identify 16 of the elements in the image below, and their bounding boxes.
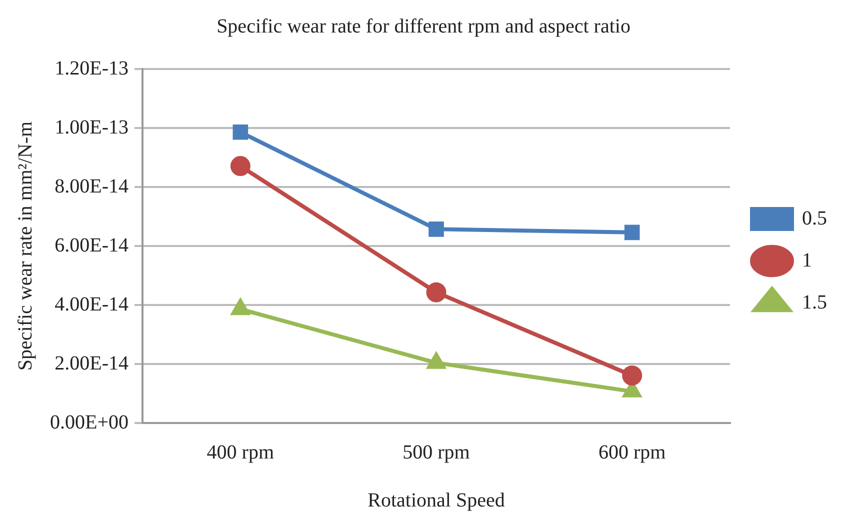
y-tick-label: 1.00E-13 [54, 116, 128, 138]
y-tick-label: 0.00E+00 [50, 411, 128, 434]
y-tick-label: 2.00E-14 [54, 352, 128, 374]
x-tick-label: 500 rpm [402, 441, 470, 464]
legend-label: 1 [802, 249, 812, 272]
legend-label: 0.5 [802, 207, 827, 230]
y-tick-label: 4.00E-14 [54, 293, 128, 316]
x-tick-label: 600 rpm [598, 441, 666, 464]
y-tick-label: 6.00E-14 [54, 234, 128, 256]
chart-title: Specific wear rate for different rpm and aspect ratio [216, 15, 630, 38]
legend-label: 1.5 [802, 291, 827, 314]
y-axis-title: Specific wear rate in mm²/N-m [14, 120, 36, 371]
y-tick-label: 1.20E-13 [54, 57, 128, 80]
x-axis-title: Rotational Speed [368, 489, 505, 512]
x-tick-label: 400 rpm [206, 441, 274, 464]
y-tick-label: 8.00E-14 [54, 175, 128, 198]
